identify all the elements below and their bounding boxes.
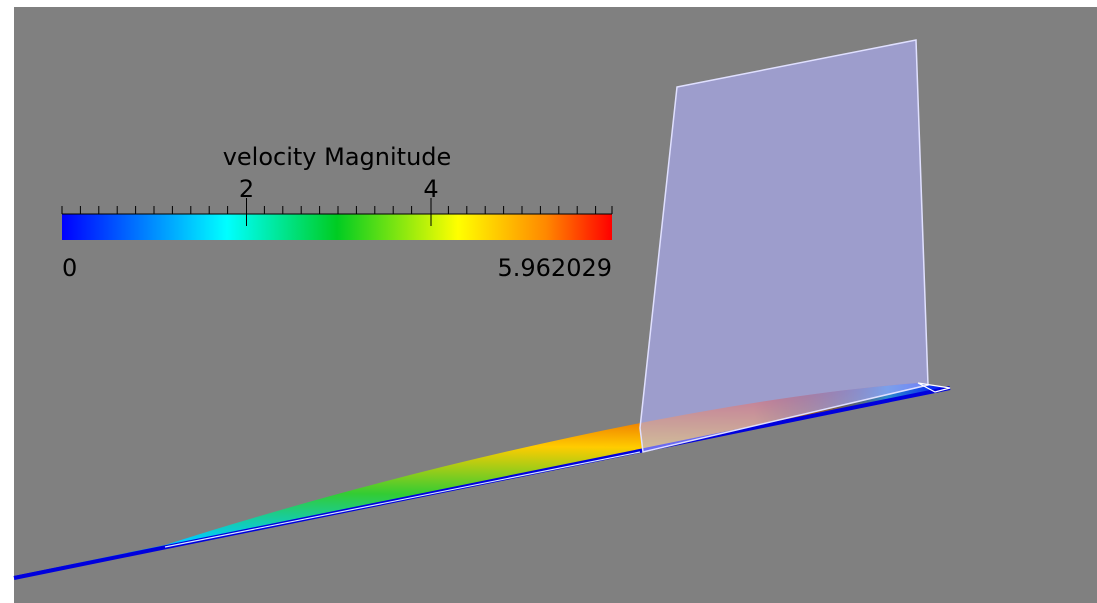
range-min-label: 0: [62, 254, 77, 282]
slice-plane: [640, 40, 928, 452]
color-bar: [62, 214, 612, 240]
legend-title: velocity Magnitude: [223, 143, 452, 171]
background: [14, 7, 1097, 603]
tick-label: 2: [239, 175, 254, 203]
page: velocity Magnitude 0 5.962029 24 (() => …: [0, 0, 1097, 603]
tick-label: 4: [423, 175, 438, 203]
render-view: velocity Magnitude 0 5.962029 2 4: [0, 0, 1097, 603]
range-max-label: 5.962029: [497, 254, 612, 282]
